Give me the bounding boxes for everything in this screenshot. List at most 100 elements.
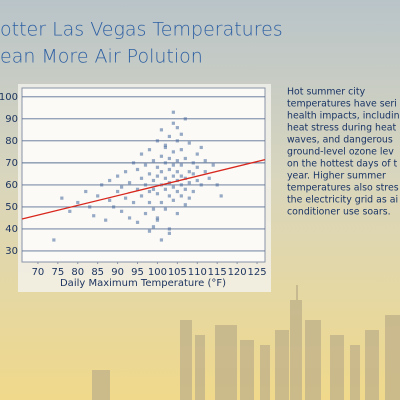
side-text-line: year. Higher summer <box>287 171 386 182</box>
point <box>171 174 175 178</box>
y-tick-label: 90 <box>5 114 18 125</box>
point <box>60 196 64 200</box>
point <box>183 187 187 191</box>
x-tick-label: 85 <box>91 267 104 278</box>
point <box>135 187 140 191</box>
point <box>96 194 100 198</box>
point <box>52 238 56 242</box>
point <box>199 145 203 150</box>
point <box>179 183 183 187</box>
y-tick-label: 100 <box>0 92 18 103</box>
point <box>76 200 80 205</box>
point <box>123 170 128 174</box>
point <box>143 163 148 167</box>
x-tick-label: 75 <box>51 267 64 278</box>
point <box>191 189 195 194</box>
point <box>139 176 144 180</box>
point <box>211 163 215 167</box>
point <box>84 189 88 194</box>
point <box>163 161 168 165</box>
x-tick-label: 115 <box>208 267 227 278</box>
point <box>179 163 183 167</box>
point <box>163 207 168 211</box>
point <box>175 126 179 130</box>
point <box>112 205 116 209</box>
side-text-line: Hot summer city <box>287 87 366 98</box>
point <box>195 152 199 156</box>
y-tick-label: 40 <box>5 224 18 235</box>
x-tick-label: 90 <box>111 267 124 278</box>
side-text-line: health impacts, includin <box>287 111 400 122</box>
y-tick-label: 30 <box>5 246 18 257</box>
point <box>151 207 156 211</box>
x-tick-label: 95 <box>131 267 144 278</box>
x-tick-label: 105 <box>168 267 187 278</box>
point <box>159 170 164 174</box>
point <box>155 139 160 143</box>
point <box>139 194 144 198</box>
point <box>187 196 191 200</box>
point <box>104 218 108 222</box>
point <box>147 229 152 233</box>
point <box>187 181 191 185</box>
point <box>167 227 171 231</box>
x-tick-label: 100 <box>148 267 167 278</box>
point <box>143 211 148 216</box>
point <box>155 165 160 169</box>
point <box>171 150 175 154</box>
point <box>219 194 223 198</box>
point <box>127 216 132 220</box>
point <box>171 121 175 125</box>
x-tick-label: 125 <box>247 267 266 278</box>
side-text-line: temperatures have seri <box>287 99 397 110</box>
point <box>179 148 183 152</box>
side-text-line: temperatures also stres <box>287 183 399 194</box>
point <box>175 189 179 194</box>
point <box>116 174 120 178</box>
point <box>151 225 156 229</box>
point <box>151 159 156 163</box>
point <box>203 159 207 163</box>
point <box>171 110 175 114</box>
point <box>195 165 199 169</box>
point <box>127 181 132 185</box>
point <box>183 203 187 207</box>
x-tick-label: 120 <box>228 267 247 278</box>
point <box>159 128 164 132</box>
side-text-line: waves, and dangerous <box>287 135 393 146</box>
y-tick-label: 60 <box>5 180 18 191</box>
y-tick-label: 80 <box>5 136 18 147</box>
point <box>143 183 148 187</box>
point <box>92 214 96 218</box>
x-axis-label: Daily Maximum Temperature (°F) <box>60 278 226 289</box>
point <box>171 185 175 189</box>
point <box>155 192 160 196</box>
y-tick-label: 50 <box>5 202 18 213</box>
point <box>155 216 160 220</box>
point <box>167 194 171 198</box>
point <box>147 200 152 205</box>
point <box>135 167 140 172</box>
side-text-line: the electricity grid as ai <box>287 195 398 206</box>
point <box>175 159 179 163</box>
point <box>131 161 136 165</box>
point <box>119 209 124 213</box>
point <box>167 167 171 172</box>
point <box>183 156 187 161</box>
point <box>88 205 92 209</box>
point <box>100 183 104 187</box>
point <box>191 172 195 176</box>
x-tick-label: 110 <box>188 267 207 278</box>
point <box>191 161 195 165</box>
point <box>119 185 124 189</box>
point <box>183 117 187 121</box>
point <box>207 176 211 180</box>
point <box>108 198 112 202</box>
point <box>167 231 171 235</box>
side-text-line: conditioner use soars. <box>287 207 391 218</box>
title-line: otter Las Vegas Temperatures <box>0 19 283 41</box>
point <box>187 141 191 145</box>
point <box>195 178 199 183</box>
skyline <box>92 285 400 400</box>
